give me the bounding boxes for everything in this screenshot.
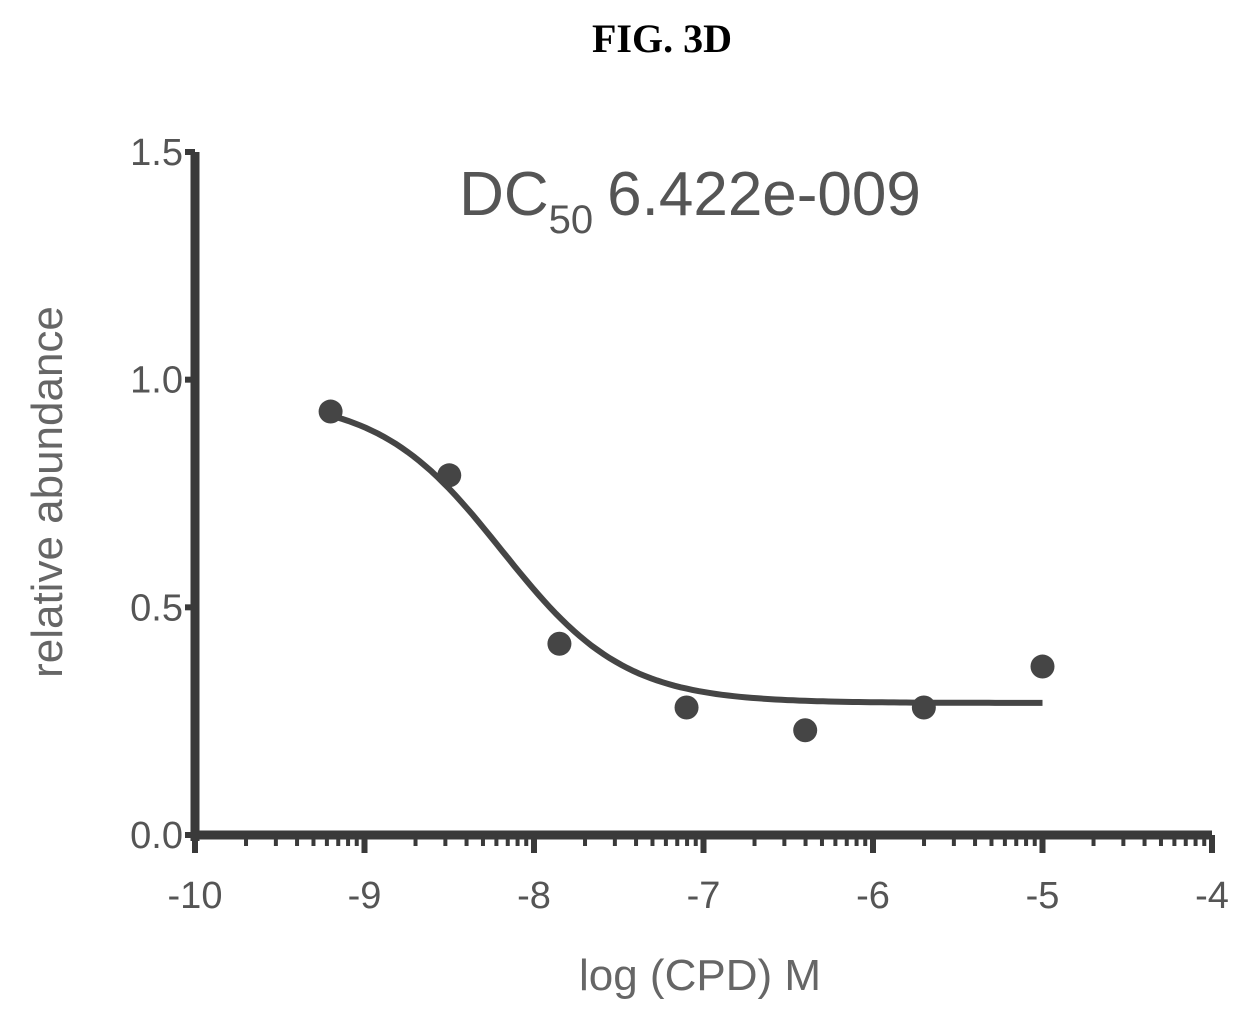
y-tick-label: 0.0	[130, 815, 183, 857]
x-tick-label: -6	[856, 875, 890, 917]
x-tick-label: -9	[348, 875, 382, 917]
y-axis-label: relative abundance	[23, 306, 72, 678]
dc50-prefix: DC	[459, 160, 549, 229]
dc50-subscript: 50	[549, 198, 594, 242]
y-tick-label: 0.5	[130, 587, 183, 629]
dc50-value: 6.422e-009	[607, 160, 921, 229]
data-point	[674, 695, 699, 720]
fit-curve	[329, 412, 1043, 706]
x-tick-label: -8	[517, 875, 551, 917]
data-point	[318, 399, 343, 424]
x-tick-label: -10	[168, 875, 223, 917]
data-point	[437, 463, 462, 488]
data-point	[1030, 654, 1055, 679]
x-tick-label: -5	[1026, 875, 1060, 917]
x-axis-label: log (CPD) M	[579, 951, 821, 1000]
data-point	[793, 718, 818, 743]
x-tick-label: -4	[1195, 875, 1229, 917]
plot-area: 0.0 0.5 1.0 1.5 -10 -9 -8 -7 -6 -5 -4	[130, 132, 1229, 917]
x-tick-label: -7	[687, 875, 721, 917]
y-tick-label: 1.0	[130, 360, 183, 402]
dc50-annotation: DC50 6.422e-009	[459, 160, 921, 242]
figure-title: FIG. 3D	[592, 16, 732, 61]
data-point	[547, 631, 572, 656]
data-point	[911, 695, 936, 720]
y-tick-label: 1.5	[130, 132, 183, 174]
